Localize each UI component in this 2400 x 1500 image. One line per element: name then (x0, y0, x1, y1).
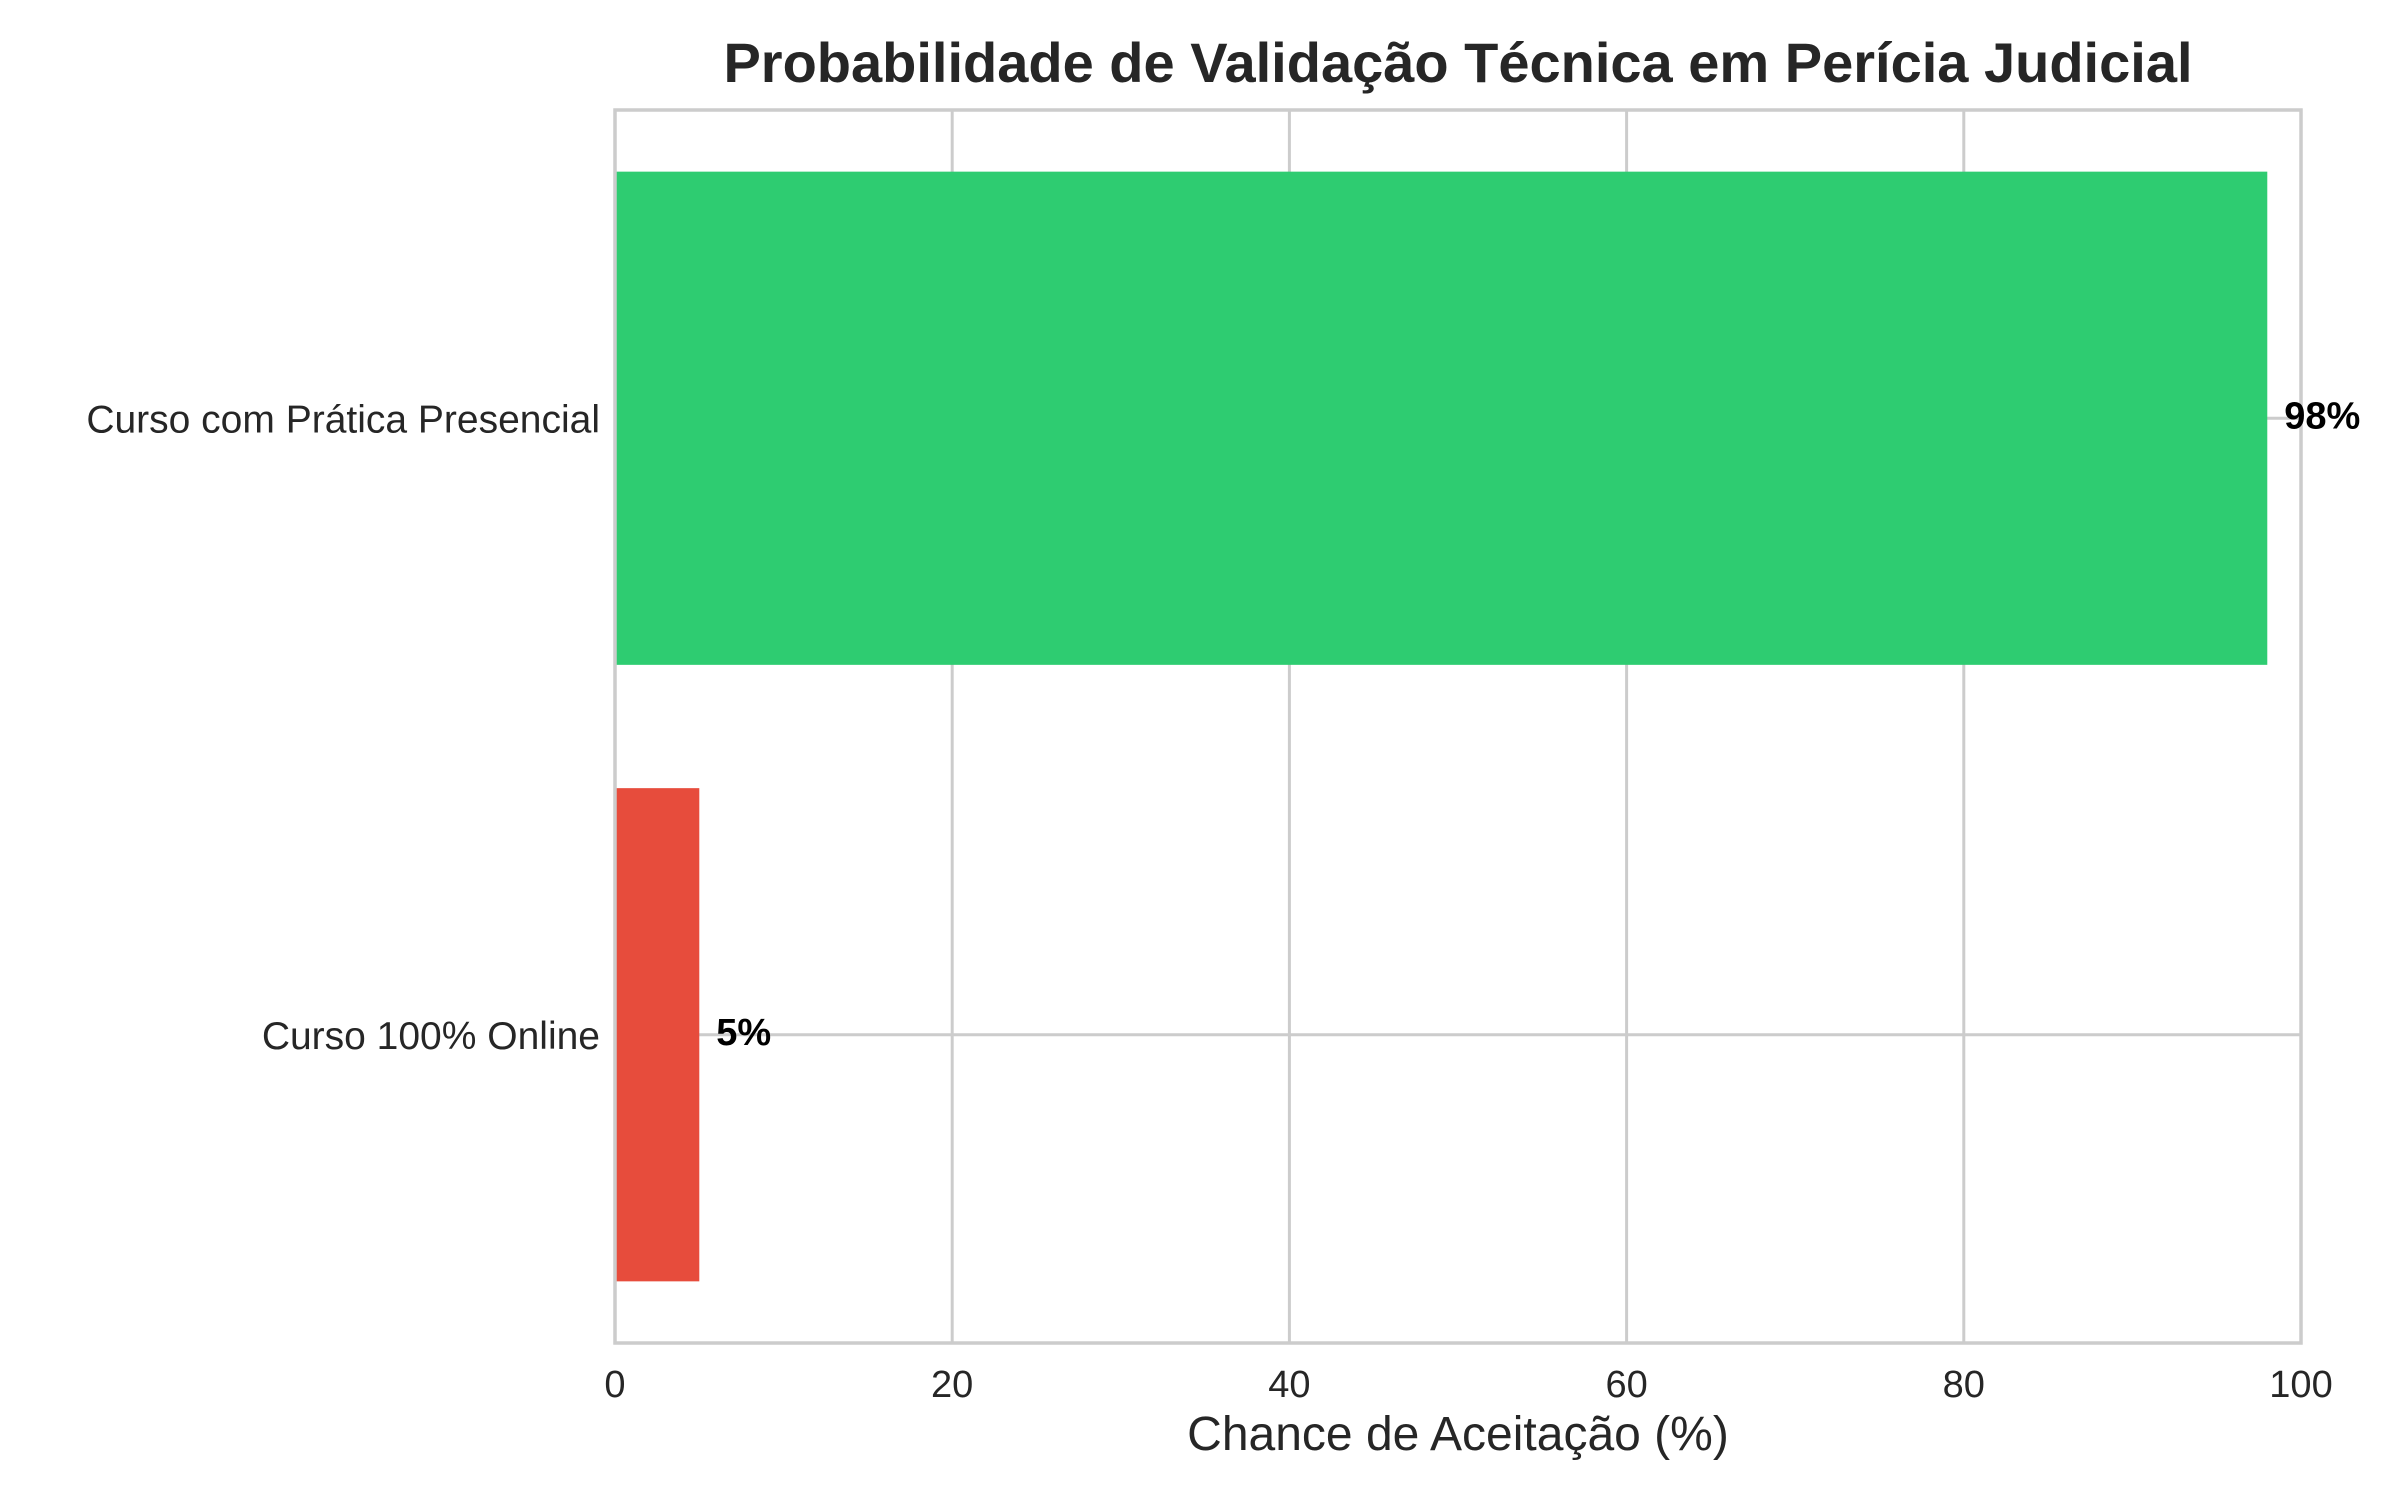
x-tick-label: 80 (1943, 1364, 1985, 1406)
chart-title: Probabilidade de Validação Técnica em Pe… (723, 31, 2192, 94)
x-tick-label: 60 (1605, 1364, 1647, 1406)
bars (615, 171, 2268, 1282)
category-label: Curso com Prática Presencial (86, 398, 600, 441)
data-label: 98% (2284, 395, 2360, 437)
data-labels: 98% 5% (716, 395, 2360, 1054)
x-tick-label: 100 (2269, 1364, 2332, 1406)
x-tick-label: 0 (604, 1364, 625, 1406)
y-axis-categories: Curso com Prática Presencial Curso 100% O… (86, 398, 600, 1058)
x-tick-label: 20 (931, 1364, 973, 1406)
data-label: 5% (716, 1012, 771, 1054)
x-axis-ticks: 0 20 40 60 80 100 (604, 1364, 2332, 1406)
bar (615, 788, 700, 1282)
bar (615, 171, 2268, 665)
category-label: Curso 100% Online (262, 1015, 600, 1058)
plot-frame (613, 108, 2303, 1345)
x-tick-label: 40 (1268, 1364, 1310, 1406)
x-axis-label: Chance de Aceitação (%) (1187, 1408, 1729, 1461)
